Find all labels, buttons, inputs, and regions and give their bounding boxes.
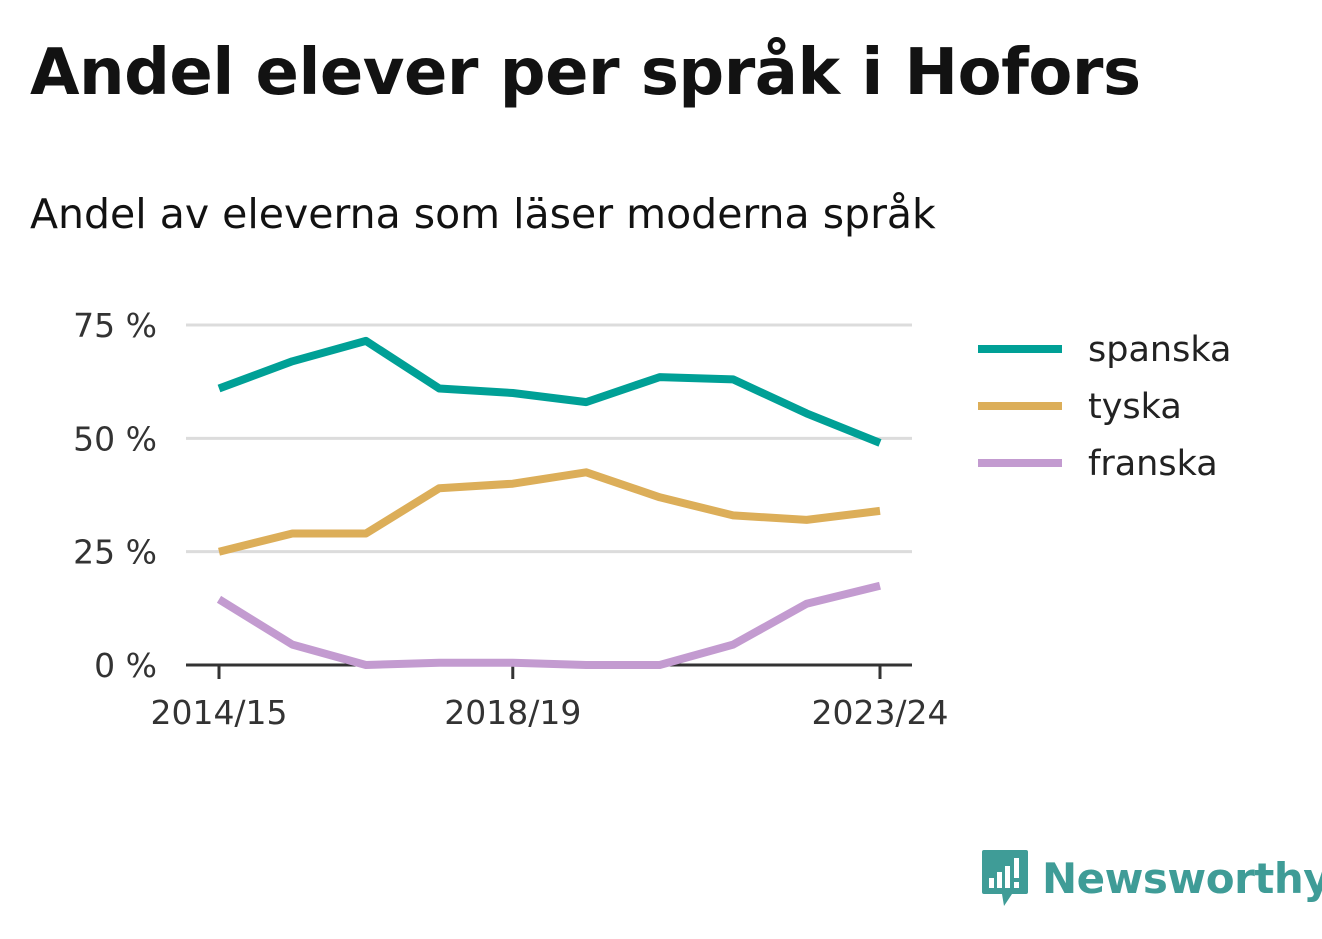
x-axis: 2014/15 2018/19 2023/24: [150, 663, 949, 732]
x-tick-label: 2014/15: [150, 693, 287, 732]
series-line-franska: [216, 581, 881, 669]
legend-label-tyska: tyska: [1088, 387, 1182, 427]
brand-name: Newsworthy: [1042, 853, 1322, 903]
series-lines: [216, 336, 882, 669]
brand: Newsworthy: [980, 848, 1322, 908]
y-tick-label: 25 %: [73, 533, 157, 572]
series-line-spanska: [217, 336, 882, 447]
y-tick-label: 75 %: [73, 306, 157, 345]
y-tick-label: 50 %: [73, 419, 157, 458]
legend-label-spanska: spanska: [1088, 330, 1231, 370]
legend: spanska tyska franska: [978, 330, 1231, 484]
x-tick-label: 2023/24: [811, 693, 948, 732]
chart-subtitle: Andel av eleverna som läser moderna språ…: [30, 190, 936, 238]
y-tick-label: 0 %: [94, 646, 157, 685]
newsworthy-logo-icon: [982, 850, 1028, 906]
grid-lines: [186, 323, 912, 554]
series-line-tyska: [218, 468, 881, 556]
x-tick-label: 2018/19: [444, 693, 581, 732]
chart-title: Andel elever per språk i Hofors: [30, 36, 1141, 110]
y-axis: 0 % 25 % 50 % 75 %: [73, 306, 157, 685]
legend-label-franska: franska: [1088, 444, 1218, 484]
